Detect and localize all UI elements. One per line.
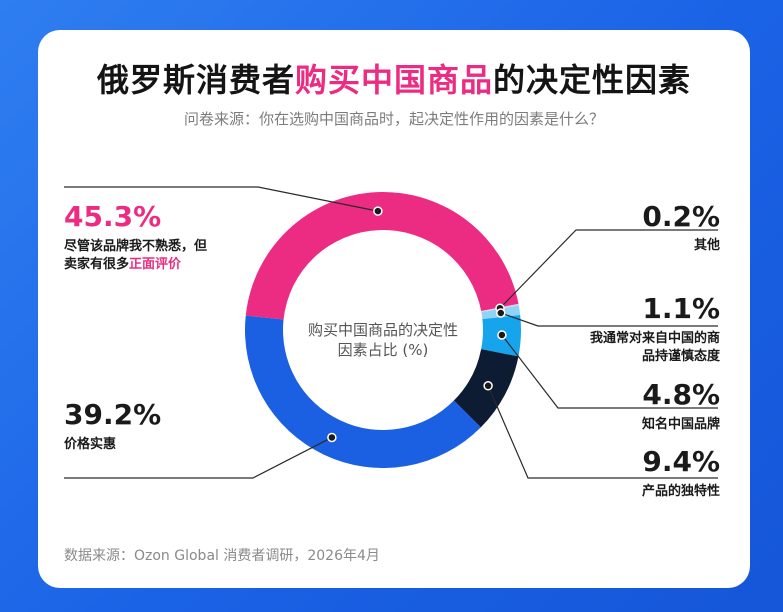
leader-dot bbox=[327, 432, 337, 443]
label-value-price: 39.2% bbox=[64, 398, 162, 431]
center-label-line-1: 购买中国商品的决定性 bbox=[307, 321, 458, 339]
leader-dot bbox=[483, 381, 493, 391]
leader-dot bbox=[373, 206, 383, 216]
center-label-line-2: 因素占比 (%) bbox=[337, 341, 429, 359]
title-part-2: 的决定性因素 bbox=[493, 61, 692, 99]
label-value-cautious: 1.1% bbox=[642, 292, 720, 325]
label-value-uniqueness: 9.4% bbox=[642, 445, 720, 478]
leader-line bbox=[499, 229, 718, 309]
label-desc-uniqueness: 产品的独特性 bbox=[641, 484, 720, 499]
desc-line-2-highlight: 正面评价 bbox=[129, 257, 182, 272]
donut-chart bbox=[64, 186, 718, 479]
label-value-known-brands: 4.8% bbox=[642, 378, 720, 411]
center-label: 购买中国商品的决定性 因素占比 (%) bbox=[293, 320, 473, 360]
leader-dot bbox=[497, 330, 507, 340]
donut-slice bbox=[245, 191, 519, 320]
leader-line bbox=[500, 312, 718, 327]
label-desc-known-brands: 知名中国品牌 bbox=[641, 417, 720, 432]
chart-card: 俄罗斯消费者购买中国商品的决定性因素 问卷来源：你在选购中国商品时，起决定性作用… bbox=[38, 30, 750, 588]
label-value-positive-reviews: 45.3% bbox=[64, 200, 162, 233]
label-value-other: 0.2% bbox=[642, 200, 720, 233]
chart-subtitle: 问卷来源：你在选购中国商品时，起决定性作用的因素是什么？ bbox=[183, 110, 604, 128]
leader-line bbox=[487, 385, 718, 479]
title-part-1: 俄罗斯消费者 bbox=[96, 61, 295, 99]
desc-line-2: 品持谨慎态度 bbox=[641, 349, 720, 364]
chart-title: 俄罗斯消费者购买中国商品的决定性因素 bbox=[38, 55, 750, 101]
title-highlight: 购买中国商品 bbox=[294, 61, 493, 99]
data-source: 数据来源：Ozon Global 消费者调研，2026年4月 bbox=[64, 548, 380, 564]
desc-line-1: 尽管该品牌我不熟悉，但 bbox=[64, 239, 208, 254]
leader-dot bbox=[496, 308, 506, 318]
leader-line bbox=[64, 186, 379, 212]
desc-line-2-text: 卖家有很多 bbox=[64, 257, 130, 272]
leader-line bbox=[501, 334, 718, 409]
label-desc-other: 其他 bbox=[693, 238, 720, 253]
leader-line bbox=[64, 436, 333, 479]
desc-line-1: 我通常对来自中国的商 bbox=[589, 331, 720, 346]
desc-line-2: 卖家有很多正面评价 bbox=[64, 256, 207, 274]
label-desc-cautious: 我通常对来自中国的商 品持谨慎态度 bbox=[590, 330, 720, 366]
label-desc-price: 价格实惠 bbox=[64, 437, 117, 452]
donut-slice bbox=[244, 315, 481, 469]
label-desc-positive-reviews: 尽管该品牌我不熟悉，但 卖家有很多正面评价 bbox=[64, 238, 207, 274]
